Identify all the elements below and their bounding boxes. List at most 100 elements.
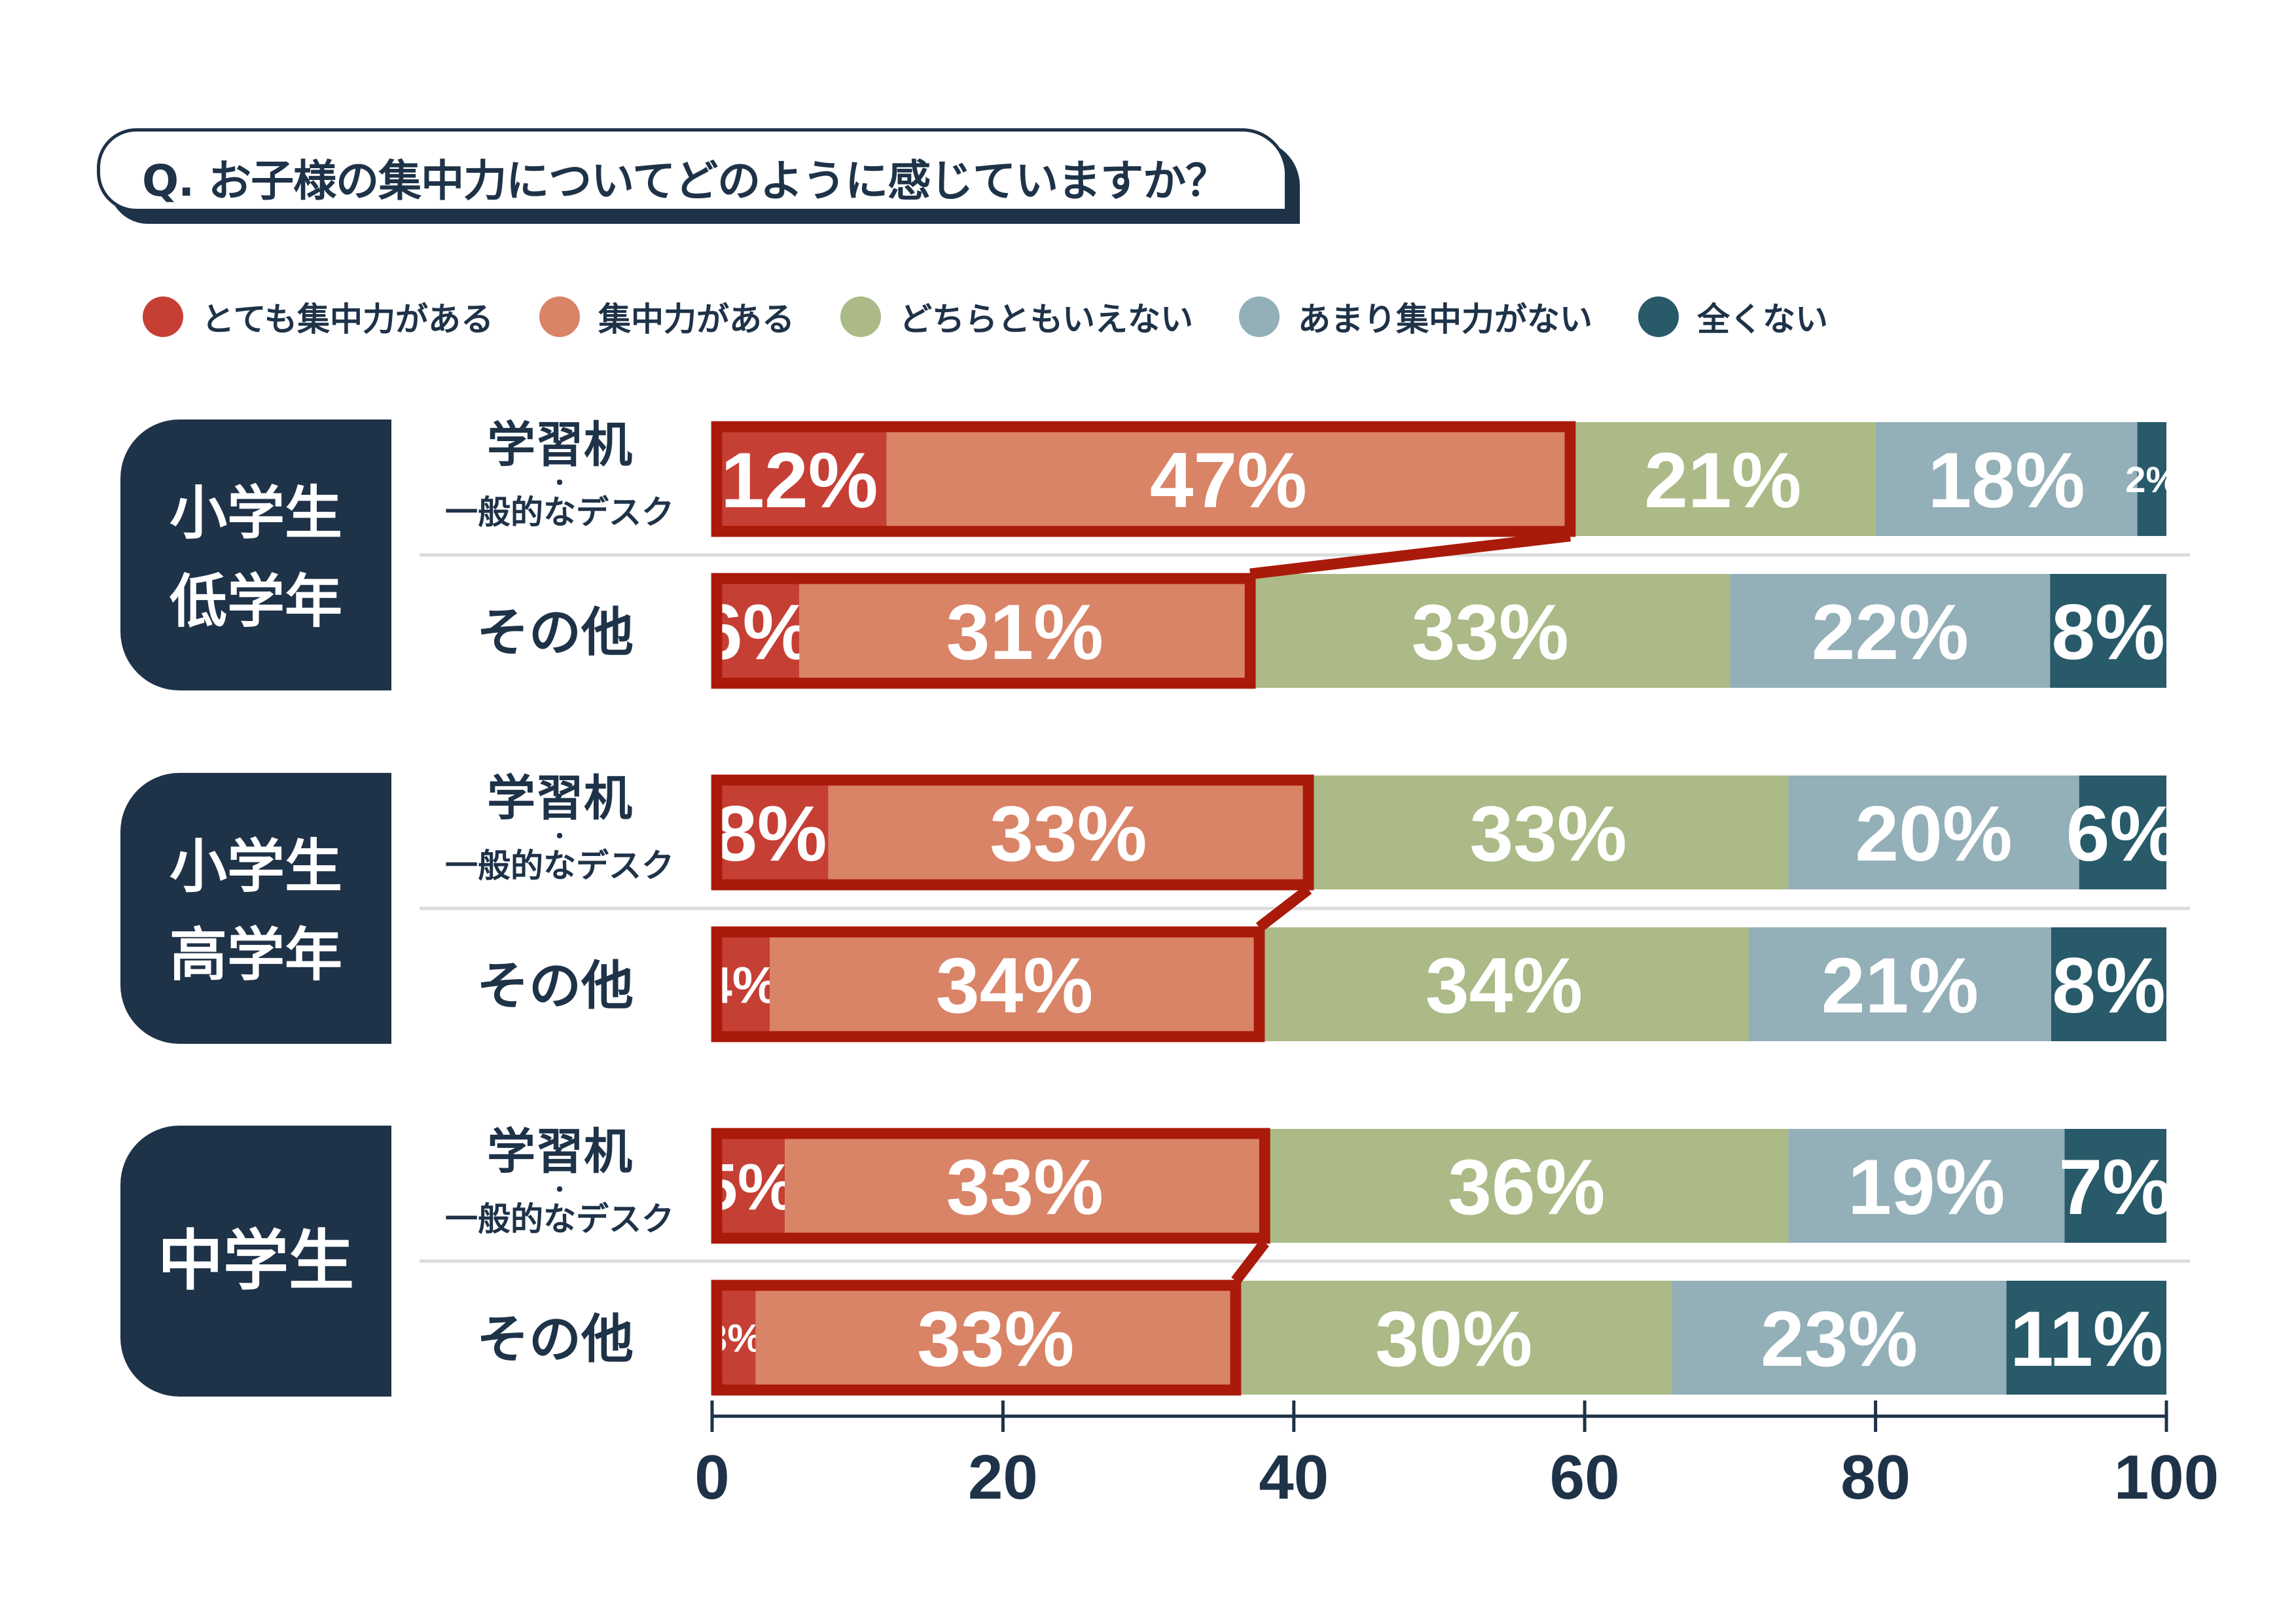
legend-label: 全くない [1697, 300, 1828, 338]
x-tick-label: 20 [968, 1442, 1038, 1512]
bar-segment [712, 574, 800, 688]
bar-segment [712, 422, 887, 536]
bar-segment [828, 776, 1309, 889]
bar-segment [1570, 422, 1876, 536]
data-label: 30% [1375, 1295, 1532, 1383]
highlight-connector [1231, 1239, 1270, 1285]
bar-segment [2050, 574, 2166, 688]
bar-segment [1250, 574, 1731, 688]
data-label: 18% [1928, 437, 2085, 524]
x-tick-label: 80 [1840, 1442, 1910, 1512]
legend-item: どちらともいえない [840, 293, 1193, 340]
bar-segment [712, 1129, 785, 1243]
group-label-box [120, 419, 391, 690]
row-label-dot: ・ [548, 471, 571, 497]
data-label: 12% [721, 437, 878, 524]
legend-swatch [1638, 296, 1679, 337]
data-label: 2% [2125, 459, 2178, 500]
data-label: 20% [1855, 790, 2012, 878]
bar-segment [1730, 574, 2051, 688]
group-label: 低学年 [170, 568, 342, 635]
data-label: 21% [1644, 437, 1801, 524]
highlight-box [711, 421, 1576, 537]
data-label: 21% [1821, 942, 1979, 1029]
bar-segment [755, 1281, 1236, 1395]
bar-segment [2051, 927, 2166, 1041]
data-label: 36% [1448, 1143, 1605, 1231]
data-label: 33% [917, 1295, 1074, 1383]
legend-swatch [840, 296, 881, 337]
highlight-box [711, 573, 1256, 689]
data-label: 7% [2059, 1143, 2172, 1231]
legend-item: とても集中力がある [143, 293, 493, 340]
bar-segment [1259, 927, 1749, 1041]
row-label: 学習机 [487, 770, 632, 827]
data-label: 6% [2066, 790, 2179, 878]
group-label: 小学生 [170, 480, 342, 547]
bar-segment [1875, 422, 2138, 536]
data-label: 34% [1426, 942, 1583, 1029]
data-label: 11% [2010, 1295, 2163, 1383]
bar-segment [2064, 1129, 2166, 1243]
bar-segment [1749, 927, 2051, 1041]
highlight-box [711, 926, 1265, 1043]
highlight-box [711, 1279, 1242, 1396]
legend-item: あまり集中力がない [1239, 293, 1592, 340]
legend-label: とても集中力がある [202, 300, 493, 338]
data-label: 33% [1470, 790, 1627, 878]
x-tick-label: 40 [1259, 1442, 1329, 1512]
bar-segment [886, 422, 1570, 536]
data-label: 22% [1812, 588, 1969, 676]
data-label: 8% [713, 790, 827, 878]
group-label-box [120, 1126, 391, 1397]
legend-swatch [539, 296, 580, 337]
data-label: 33% [946, 1143, 1103, 1231]
bar-segment [1788, 1129, 2065, 1243]
question-title: Q. お子様の集中力についてどのように感じていますか？ [142, 156, 1229, 206]
highlight-connector [1249, 530, 1571, 580]
x-tick-label: 0 [694, 1442, 729, 1512]
highlight-box [711, 774, 1314, 891]
legend-item: 集中力がある [539, 293, 795, 340]
data-label: 34% [936, 942, 1093, 1029]
legend-swatch [143, 296, 183, 337]
data-label: 8% [2051, 588, 2164, 676]
bar-segment [1672, 1281, 2007, 1395]
row-label: その他 [476, 955, 634, 1016]
bar-segment [712, 776, 829, 889]
bar-segment [1788, 776, 2079, 889]
group-label: 中学生 [158, 1222, 354, 1299]
group-label-box [120, 773, 391, 1044]
row-label: 一般的なデスク [445, 493, 674, 531]
bar-segment [1308, 776, 1789, 889]
row-label: 一般的なデスク [445, 847, 674, 885]
row-label: 学習机 [487, 417, 632, 473]
bar-segment [1235, 1281, 1672, 1395]
legend-item: 全くない [1638, 293, 1828, 340]
group-label: 小学生 [170, 833, 342, 901]
group-label: 高学年 [170, 921, 342, 989]
legend-label: あまり集中力がない [1298, 300, 1592, 338]
data-label: 8% [2052, 942, 2165, 1029]
question-title-box: Q. お子様の集中力についてどのように感じていますか？ [97, 128, 1288, 212]
bar-segment [799, 574, 1251, 688]
row-label-dot: ・ [548, 824, 571, 850]
data-label: 31% [946, 588, 1103, 676]
row-label-dot: ・ [548, 1177, 571, 1204]
row-label: その他 [476, 602, 634, 663]
bar-segment [2079, 776, 2166, 889]
row-label: その他 [476, 1309, 634, 1370]
data-label: 33% [1412, 588, 1569, 676]
highlight-connector [1255, 885, 1312, 932]
data-label: 23% [1761, 1295, 1918, 1383]
data-label: 19% [1848, 1143, 2005, 1231]
bar-segment [785, 1129, 1265, 1243]
bar-segment [2137, 422, 2166, 536]
x-tick-label: 100 [2114, 1442, 2219, 1512]
highlight-box [711, 1128, 1270, 1244]
data-label: 47% [1150, 437, 1307, 524]
row-label: 一般的なデスク [445, 1200, 674, 1238]
row-label: 学習机 [487, 1124, 632, 1180]
legend-label: 集中力がある [598, 300, 795, 338]
